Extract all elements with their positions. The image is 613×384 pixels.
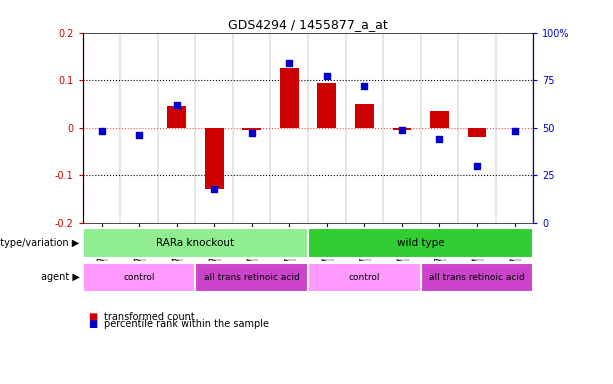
Bar <box>318 83 336 127</box>
Point <box>509 128 519 134</box>
Point <box>134 132 144 138</box>
Bar <box>308 263 421 292</box>
Bar <box>430 111 449 127</box>
Bar <box>83 263 196 292</box>
Bar <box>392 127 411 130</box>
Text: RARa knockout: RARa knockout <box>156 238 234 248</box>
Bar <box>167 106 186 127</box>
Text: genotype/variation ▶: genotype/variation ▶ <box>0 238 80 248</box>
Point <box>359 83 369 89</box>
Point <box>209 185 219 192</box>
Text: percentile rank within the sample: percentile rank within the sample <box>104 319 269 329</box>
Bar <box>242 127 261 130</box>
Bar <box>280 68 299 127</box>
Text: transformed count: transformed count <box>104 312 195 322</box>
Text: control: control <box>349 273 380 282</box>
Point <box>472 163 482 169</box>
Bar <box>355 104 374 127</box>
Point <box>97 128 107 134</box>
Text: ■: ■ <box>89 319 101 329</box>
Title: GDS4294 / 1455877_a_at: GDS4294 / 1455877_a_at <box>228 18 388 31</box>
Text: all trans retinoic acid: all trans retinoic acid <box>429 273 525 282</box>
Bar <box>196 263 308 292</box>
Bar <box>308 228 533 258</box>
Bar <box>205 127 224 189</box>
Text: all trans retinoic acid: all trans retinoic acid <box>204 273 300 282</box>
Point <box>435 136 444 142</box>
Bar <box>83 228 308 258</box>
Text: control: control <box>123 273 155 282</box>
Text: wild type: wild type <box>397 238 444 248</box>
Bar <box>468 127 486 137</box>
Point <box>284 60 294 66</box>
Text: ■: ■ <box>89 312 101 322</box>
Point <box>397 126 407 132</box>
Point <box>322 73 332 79</box>
Point <box>247 130 257 136</box>
Text: agent ▶: agent ▶ <box>41 272 80 283</box>
Point <box>172 102 181 108</box>
Bar <box>421 263 533 292</box>
